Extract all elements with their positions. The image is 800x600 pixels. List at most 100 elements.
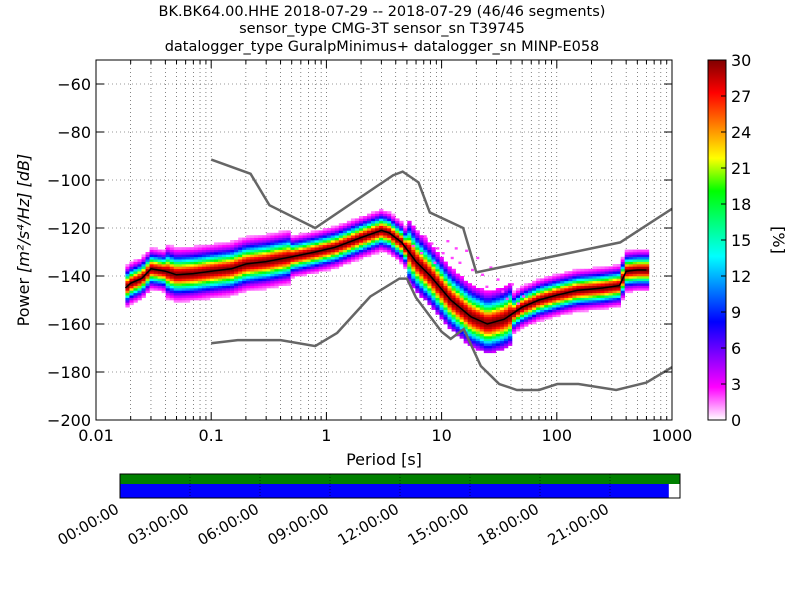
psd-bin [379, 244, 384, 248]
psd-bin [548, 304, 553, 308]
psd-bin [455, 276, 460, 279]
psd-bin [322, 242, 328, 246]
psd-bin [318, 230, 324, 234]
psd-bin [310, 240, 315, 243]
psd-bin [205, 276, 211, 279]
psd-bin [463, 321, 468, 325]
psd-bin [620, 273, 626, 277]
psd-bin [201, 278, 207, 282]
psd-bin [218, 242, 223, 246]
psd-bin [157, 283, 162, 286]
psd-bin [447, 288, 452, 291]
psd-bin [507, 331, 513, 334]
psd-bin [209, 252, 215, 255]
psd-bin [367, 230, 372, 234]
psd-bin [403, 254, 408, 258]
psd-bin [592, 290, 597, 294]
coverage-time-label: 12:00:00 [335, 500, 402, 549]
psd-bin [407, 271, 412, 274]
psd-bin [254, 268, 259, 272]
psd-bin [463, 302, 468, 306]
psd-bin [274, 268, 279, 272]
psd-bin [624, 249, 630, 253]
psd-bin [274, 232, 279, 236]
psd-bin [540, 304, 545, 308]
psd-bin [375, 237, 380, 241]
psd-bin [516, 304, 521, 308]
psd-bin [354, 244, 360, 248]
psd-bin [479, 336, 485, 339]
psd-bin [298, 264, 303, 267]
psd-bin [149, 259, 154, 262]
psd-bin [491, 338, 497, 342]
psd-bin [350, 249, 356, 253]
psd-bin [274, 266, 279, 270]
psd-bin [262, 278, 267, 282]
psd-bin [213, 292, 219, 296]
psd-bin [137, 268, 142, 272]
psd-bin [507, 328, 513, 332]
psd-bin [600, 268, 605, 272]
psd-bin [532, 283, 537, 286]
psd-bin [443, 280, 448, 284]
psd-bin [326, 259, 332, 262]
psd-bin [246, 288, 251, 291]
psd-bin [169, 273, 175, 277]
psd-bin [125, 288, 130, 291]
psd-bin [548, 290, 553, 294]
psd-bin [157, 254, 162, 258]
psd-bin [193, 297, 199, 301]
psd-bin [576, 309, 581, 313]
psd-bin [157, 276, 162, 279]
psd-bin [358, 237, 364, 241]
psd-bin [205, 266, 211, 270]
psd-bin [149, 283, 154, 286]
psd-bin [177, 256, 183, 260]
psd-bin [455, 326, 460, 330]
psd-bin [427, 249, 432, 253]
psd-bin [411, 235, 416, 238]
psd-bin [572, 268, 577, 272]
psd-bin [640, 283, 646, 286]
psd-bin [173, 266, 179, 270]
psd-bin [201, 256, 207, 260]
psd-bin [350, 256, 356, 260]
psd-bin [427, 285, 432, 289]
psd-bin [600, 283, 605, 286]
psd-bin [419, 278, 424, 282]
psd-bin [536, 309, 541, 313]
psd-bin [499, 331, 505, 334]
psd-bin [451, 307, 456, 310]
psd-bin [270, 280, 275, 284]
psd-bin [447, 285, 452, 289]
psd-bin [507, 304, 513, 308]
low-noise-model-line [211, 277, 672, 392]
psd-bin [487, 307, 493, 310]
psd-bin [226, 271, 231, 274]
psd-bin [475, 309, 481, 313]
psd-bin [125, 292, 130, 296]
psd-bin [536, 300, 541, 303]
psd-bin [302, 259, 307, 262]
psd-bin [628, 288, 634, 291]
psd-bin [334, 247, 340, 250]
psd-bin [467, 302, 473, 306]
psd-bin [234, 256, 239, 260]
psd-bin [451, 285, 456, 289]
psd-bin [157, 261, 162, 265]
psd-bin [407, 266, 412, 270]
psd-bin [230, 240, 235, 243]
psd-bin [572, 273, 577, 277]
psd-bin [568, 297, 573, 301]
psd-bin [544, 309, 549, 313]
psd-bin [479, 300, 485, 303]
psd-bin [620, 292, 626, 296]
psd-bin [568, 295, 573, 298]
psd-bin [238, 244, 243, 248]
psd-bin [379, 232, 384, 236]
psd-bin [572, 300, 577, 303]
psd-bin [455, 283, 460, 286]
psd-bin [342, 252, 348, 255]
psd-bin [266, 280, 271, 284]
psd-bin [415, 244, 420, 248]
